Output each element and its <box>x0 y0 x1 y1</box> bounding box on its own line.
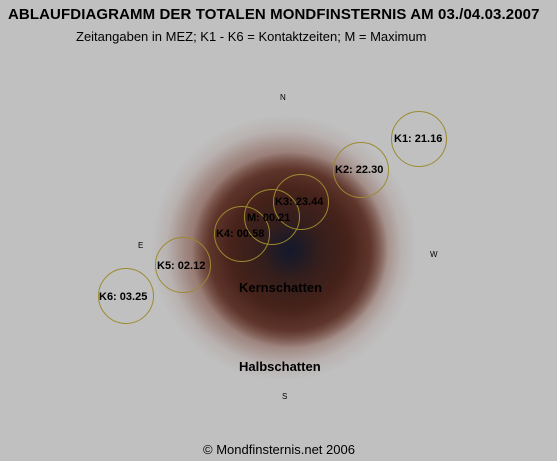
contact-label-k2: K2: 22.30 <box>335 164 384 176</box>
contact-label-k5: K5: 02.12 <box>157 260 206 272</box>
contact-circle-k2 <box>333 142 389 198</box>
contact-circle-k4 <box>214 206 270 262</box>
contact-label-k1: K1: 21.16 <box>394 133 443 145</box>
direction-south: S <box>282 392 288 401</box>
contact-circle-k5 <box>155 237 211 293</box>
contact-circle-k1 <box>391 111 447 167</box>
contact-label-k3: K3: 23.44 <box>275 196 324 208</box>
diagram-subtitle: Zeitangaben in MEZ; K1 - K6 = Kontaktzei… <box>76 29 427 44</box>
penumbra-label: Halbschatten <box>239 359 321 374</box>
direction-east: E <box>138 241 144 250</box>
contact-label-k6: K6: 03.25 <box>99 291 148 303</box>
direction-west: W <box>430 250 438 259</box>
contact-label-k4: K4: 00.58 <box>216 228 265 240</box>
contact-circle-k6 <box>98 268 154 324</box>
direction-north: N <box>280 93 286 102</box>
contact-label-m: M: 00.21 <box>247 212 291 224</box>
diagram-title: ABLAUFDIAGRAMM DER TOTALEN MONDFINSTERNI… <box>8 6 540 23</box>
copyright-notice: © Mondfinsternis.net 2006 <box>203 442 355 457</box>
umbra-label: Kernschatten <box>239 280 323 295</box>
